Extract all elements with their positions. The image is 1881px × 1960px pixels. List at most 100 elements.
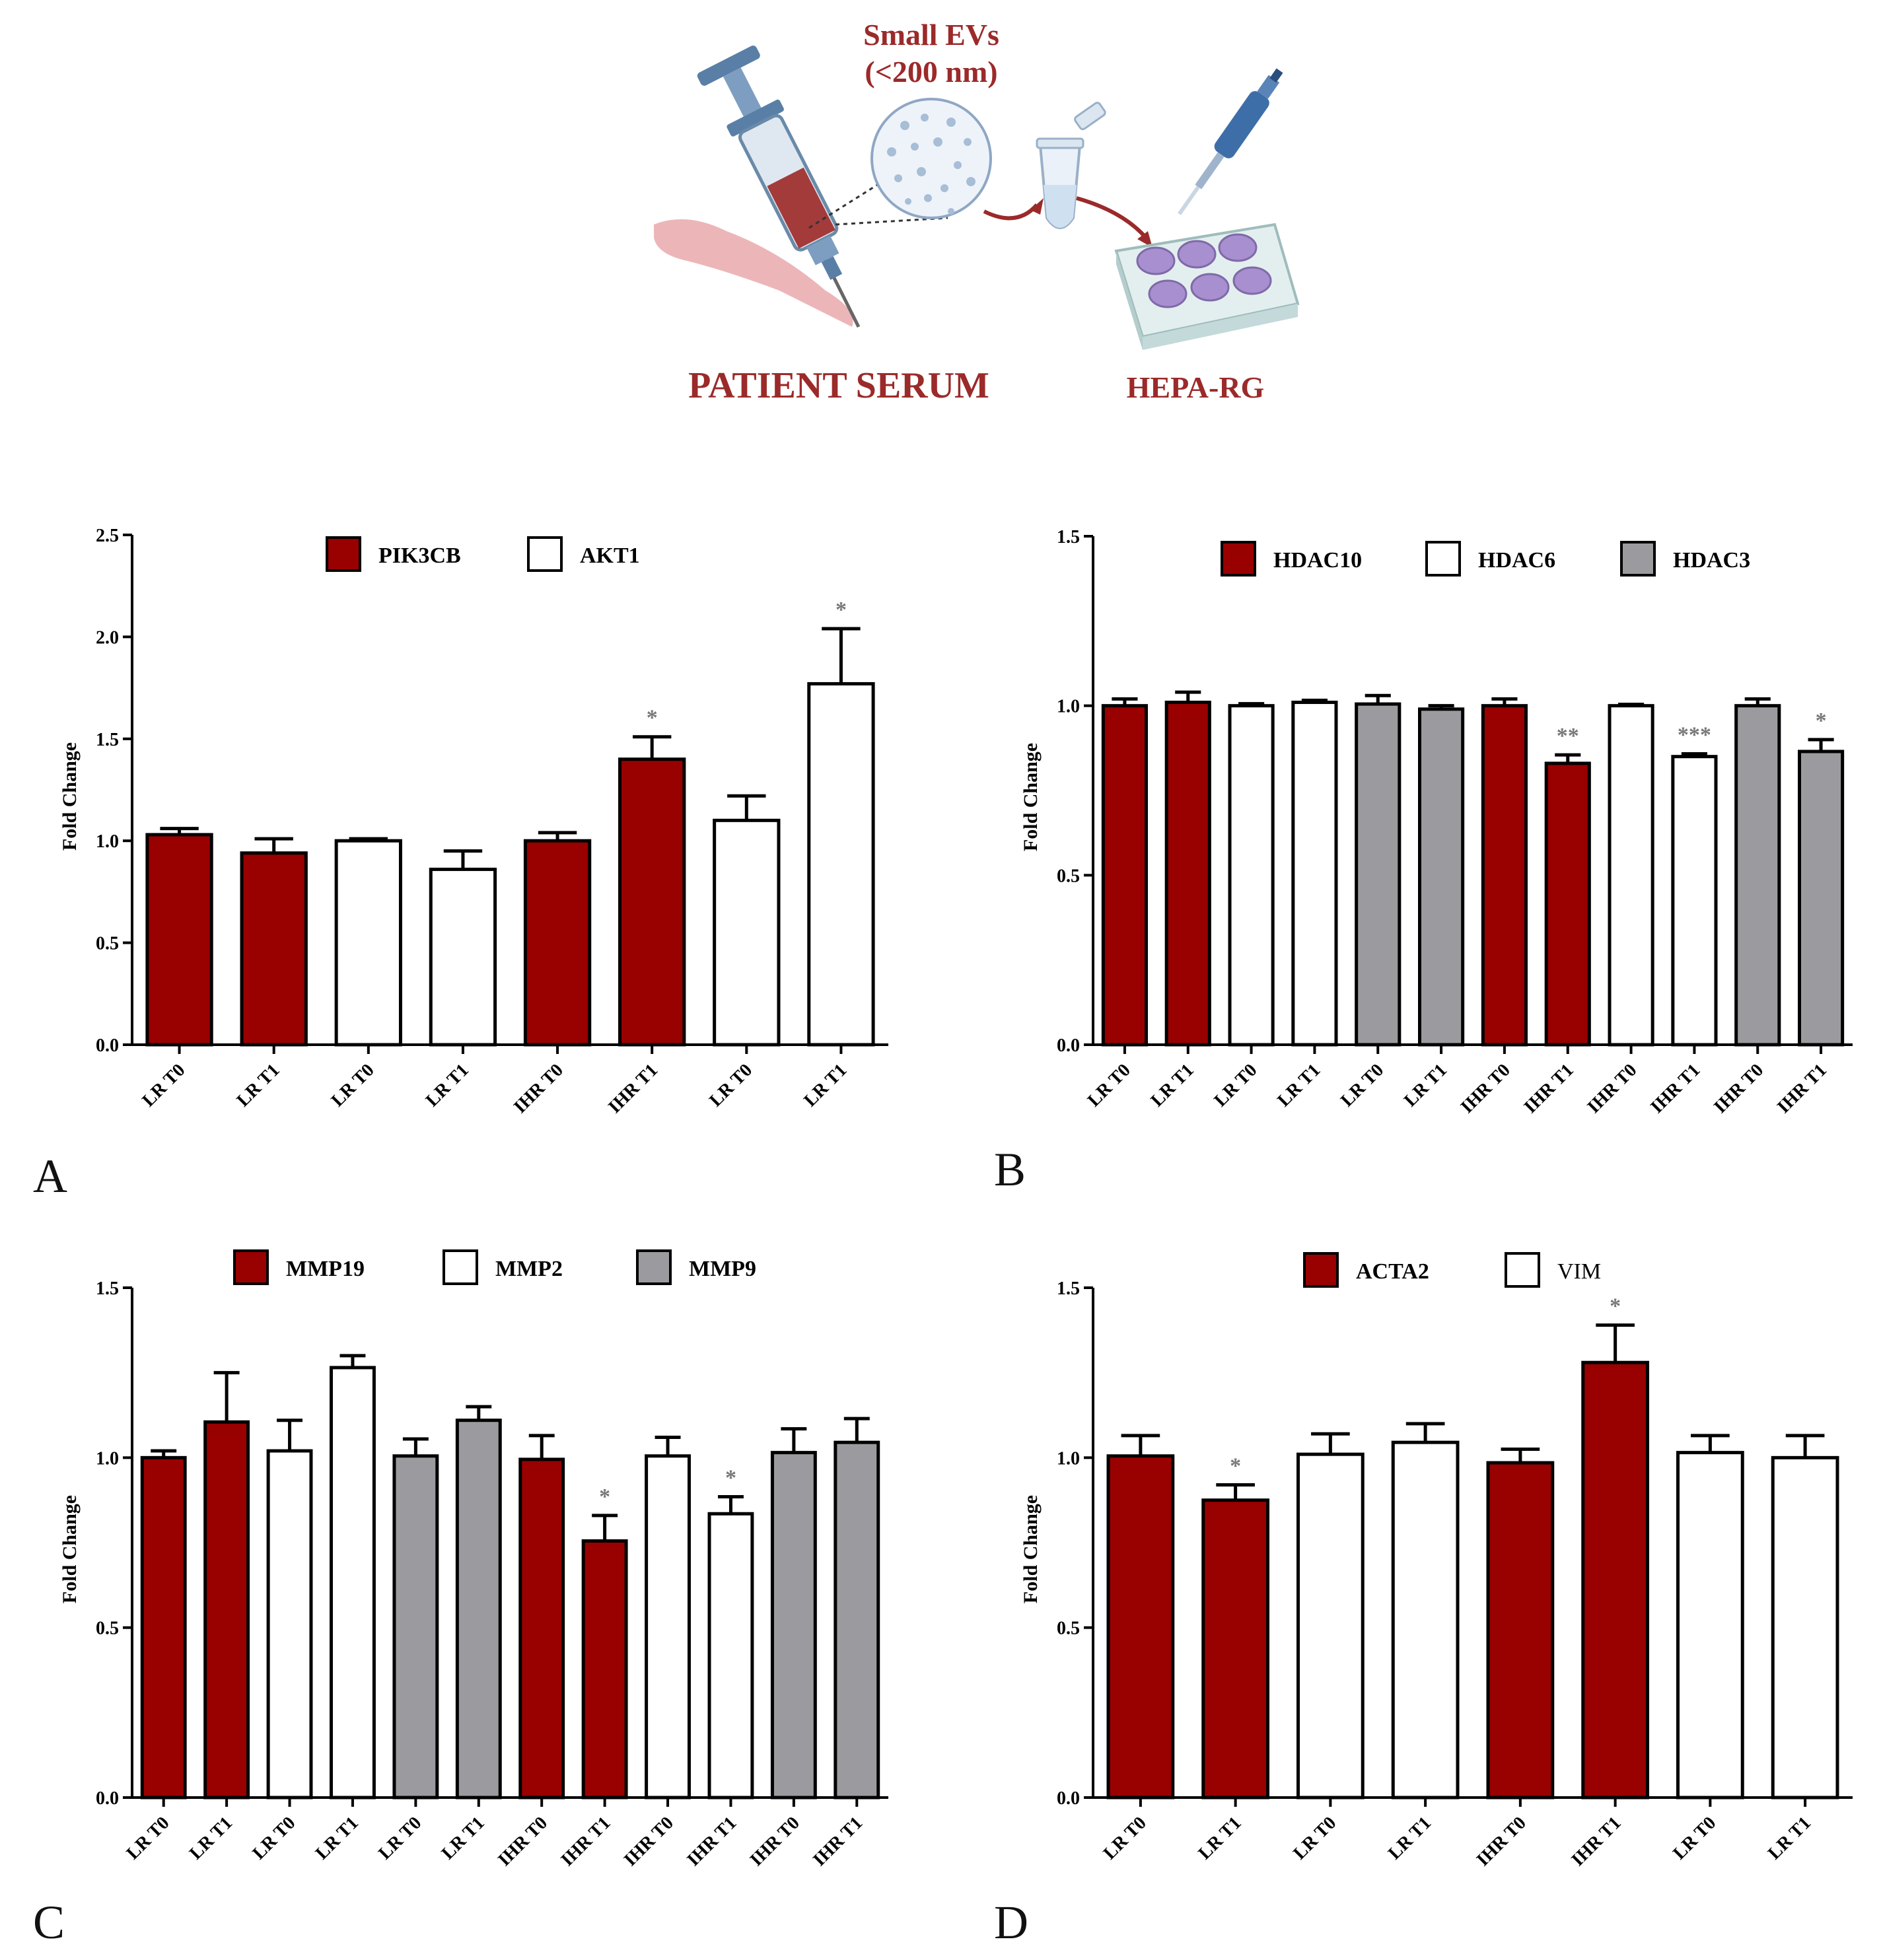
bar bbox=[707, 1512, 754, 1800]
y-tick-label: 0.5 bbox=[1057, 1619, 1080, 1639]
bar bbox=[1671, 755, 1718, 1047]
bar bbox=[1201, 1498, 1269, 1800]
bar bbox=[645, 1454, 691, 1800]
bar bbox=[618, 757, 686, 1047]
legend-label: AKT1 bbox=[580, 543, 640, 568]
bar bbox=[1101, 704, 1149, 1047]
legend-label: VIM bbox=[1557, 1259, 1601, 1284]
chart-panel-a: 0.0 0.5 1.0 1.5 2.0 2.5 Fold Change LR T0 LR T1 L… bbox=[59, 526, 888, 1117]
x-tick-label: LR T1 bbox=[1273, 1060, 1324, 1111]
bar bbox=[392, 1454, 439, 1800]
y-tick-label: 1.0 bbox=[96, 831, 119, 852]
bar bbox=[266, 1449, 313, 1800]
y-tick-label: 0.5 bbox=[96, 1619, 119, 1639]
well-plate-icon bbox=[1114, 223, 1300, 350]
x-tick-label: IHR T1 bbox=[1647, 1060, 1704, 1117]
x-tick-label: IHR T0 bbox=[510, 1060, 567, 1117]
legend-label: HDAC10 bbox=[1273, 548, 1362, 573]
legend-swatch bbox=[326, 536, 361, 572]
y-tick-label: 0.0 bbox=[96, 1035, 119, 1056]
panel-letter-c: C bbox=[33, 1896, 65, 1949]
bar bbox=[1481, 704, 1528, 1047]
bar bbox=[1355, 702, 1402, 1047]
significance-marker: * bbox=[1230, 1454, 1241, 1479]
bar bbox=[713, 818, 781, 1047]
x-tick-label: LR T1 bbox=[233, 1060, 284, 1111]
bar bbox=[1798, 750, 1845, 1047]
x-tick-label: LR T1 bbox=[1147, 1060, 1198, 1111]
bar bbox=[203, 1420, 250, 1800]
bar bbox=[518, 1457, 565, 1800]
y-tick-label: 1.0 bbox=[96, 1448, 119, 1469]
bar bbox=[1418, 707, 1465, 1047]
legend-swatch bbox=[636, 1249, 672, 1285]
blood-splash-icon bbox=[654, 219, 853, 327]
bar bbox=[770, 1451, 817, 1800]
legend-label: PIK3CB bbox=[378, 543, 461, 568]
x-tick-label: IHR T0 bbox=[1457, 1060, 1514, 1117]
bar bbox=[330, 1366, 376, 1800]
significance-marker: * bbox=[1816, 709, 1827, 733]
x-tick-label: LR T1 bbox=[1400, 1060, 1451, 1111]
x-tick-label: LR T0 bbox=[328, 1060, 378, 1111]
x-tick-label: LR T0 bbox=[138, 1060, 189, 1111]
bar bbox=[1544, 761, 1591, 1047]
legend-swatch bbox=[527, 536, 563, 572]
x-tick-label: LR T1 bbox=[1194, 1813, 1245, 1864]
x-tick-label: IHR T1 bbox=[1568, 1813, 1625, 1870]
x-tick-label: IHR T1 bbox=[683, 1813, 740, 1870]
legend-label: MMP2 bbox=[495, 1257, 563, 1281]
patient-serum-label: PATIENT SERUM bbox=[688, 365, 989, 406]
legend-swatch bbox=[1620, 541, 1656, 577]
y-tick-label: 1.5 bbox=[1057, 527, 1080, 547]
x-tick-label: IHR T1 bbox=[604, 1060, 662, 1117]
legend-swatch bbox=[1303, 1252, 1339, 1288]
significance-marker: * bbox=[725, 1466, 736, 1490]
y-axis-label: Fold Change bbox=[1020, 743, 1042, 851]
x-tick-label: LR T1 bbox=[1384, 1813, 1435, 1864]
x-tick-label: LR T0 bbox=[705, 1060, 756, 1111]
legend-label: HDAC6 bbox=[1478, 548, 1555, 573]
x-tick-label: LR T1 bbox=[422, 1060, 473, 1111]
y-tick-label: 0.0 bbox=[1057, 1035, 1080, 1056]
legend-label: ACTA2 bbox=[1356, 1259, 1429, 1284]
bar bbox=[1106, 1454, 1175, 1800]
panel-letter-d: D bbox=[994, 1896, 1028, 1949]
bar bbox=[1771, 1455, 1839, 1800]
x-tick-label: LR T0 bbox=[1100, 1813, 1151, 1864]
bar bbox=[240, 851, 308, 1047]
x-tick-label: IHR T1 bbox=[1520, 1060, 1578, 1117]
x-tick-label: LR T0 bbox=[1210, 1060, 1261, 1111]
y-tick-label: 0.5 bbox=[96, 934, 119, 954]
bar bbox=[1486, 1461, 1555, 1800]
legend-label: HDAC3 bbox=[1673, 548, 1750, 573]
y-tick-label: 2.0 bbox=[96, 627, 119, 648]
ev-label-line1: Small EVs bbox=[863, 18, 999, 52]
bar bbox=[1164, 701, 1211, 1047]
x-tick-label: LR T1 bbox=[186, 1813, 236, 1864]
y-tick-label: 1.0 bbox=[1057, 1448, 1080, 1469]
y-tick-label: 0.0 bbox=[96, 1788, 119, 1809]
x-tick-label: IHR T1 bbox=[809, 1813, 867, 1870]
y-tick-label: 1.5 bbox=[1057, 1278, 1080, 1299]
chart-panel-d: 0.0 0.5 1.0 1.5 Fold Change LR T0 LR T1 * LR T0 L… bbox=[1020, 1252, 1853, 1870]
bar bbox=[581, 1539, 628, 1800]
bar bbox=[834, 1440, 880, 1800]
bar bbox=[1228, 704, 1275, 1047]
x-tick-label: LR T1 bbox=[438, 1813, 489, 1864]
bar bbox=[145, 833, 213, 1047]
pipette-icon bbox=[1178, 68, 1283, 215]
y-axis-label: Fold Change bbox=[59, 1495, 81, 1603]
x-tick-label: LR T1 bbox=[312, 1813, 363, 1864]
x-tick-label: LR T0 bbox=[1337, 1060, 1388, 1111]
x-tick-label: LR T1 bbox=[800, 1060, 851, 1111]
y-tick-label: 2.5 bbox=[96, 526, 119, 546]
significance-marker: ** bbox=[1557, 724, 1579, 748]
x-tick-label: LR T0 bbox=[248, 1813, 299, 1864]
x-tick-label: IHR T0 bbox=[746, 1813, 804, 1870]
x-tick-label: IHR T0 bbox=[1473, 1813, 1530, 1870]
y-tick-label: 0.5 bbox=[1057, 866, 1080, 886]
